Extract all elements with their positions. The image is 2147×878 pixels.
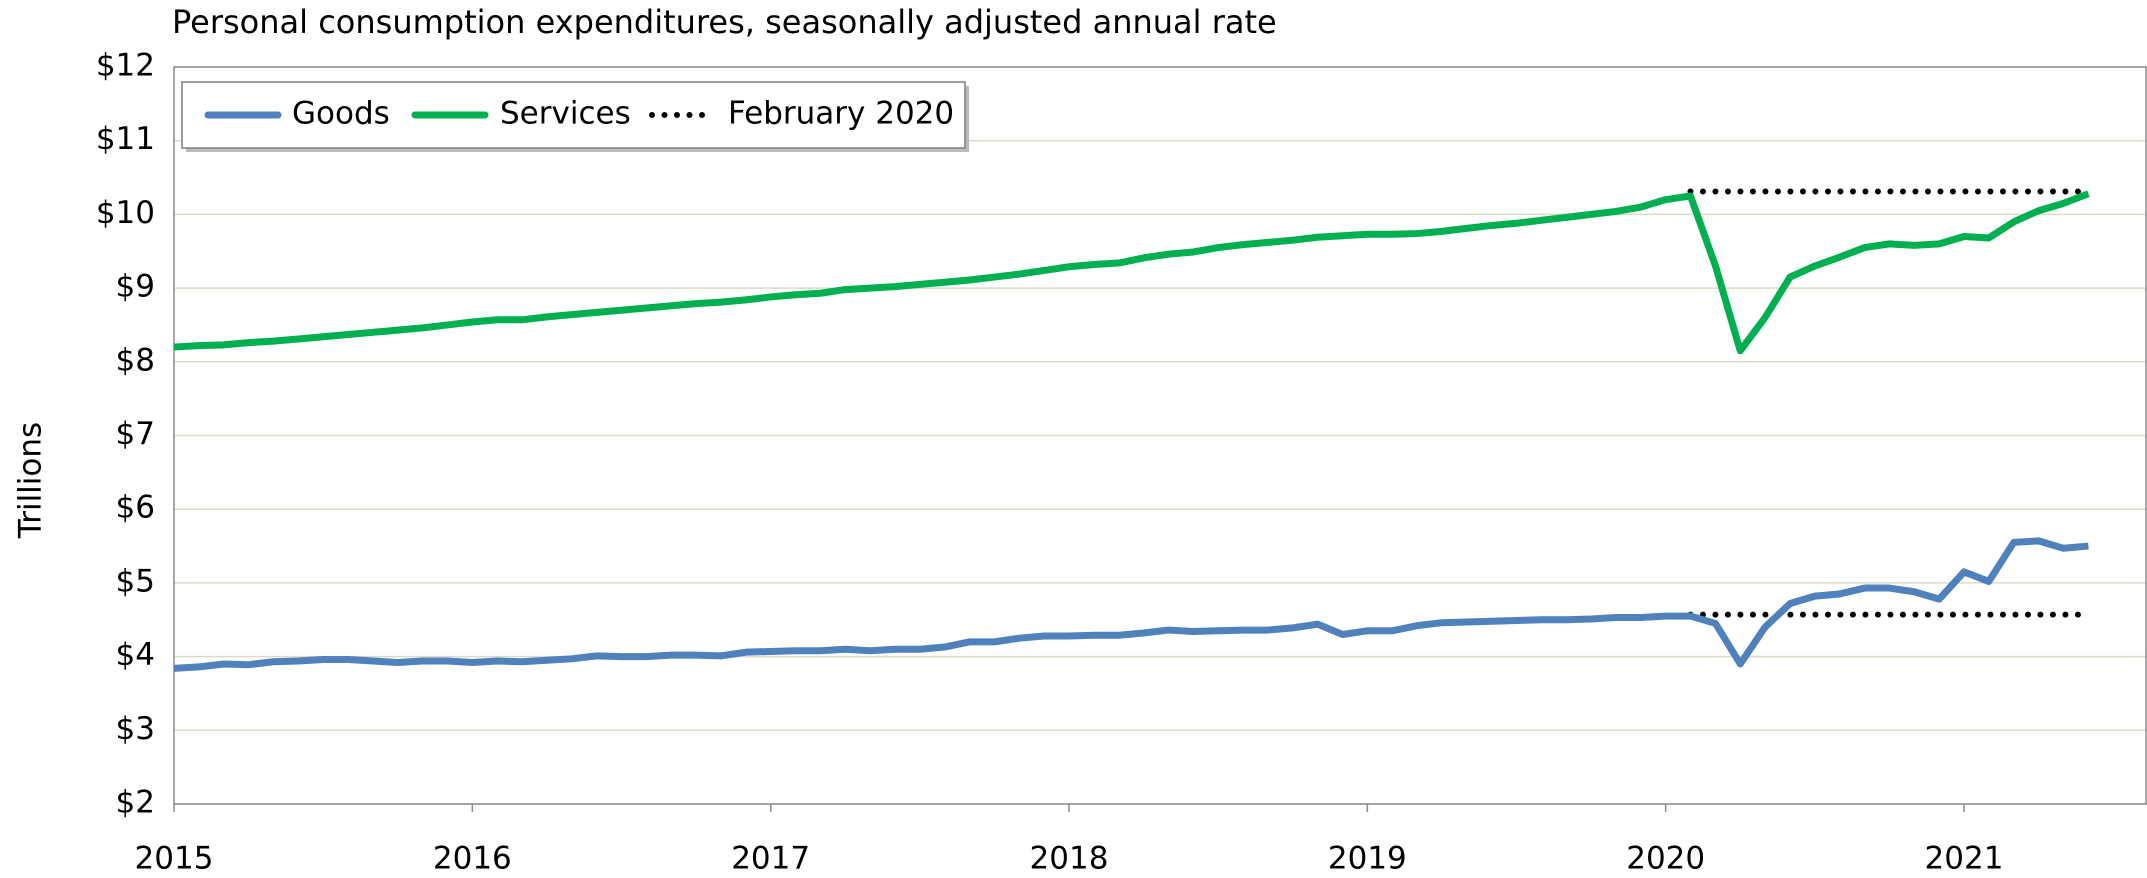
y-axis-label: Trillions — [13, 422, 49, 539]
y-tick-label: $6 — [116, 490, 155, 526]
y-tick-label: $2 — [116, 785, 155, 821]
x-tick-label: 2018 — [1030, 841, 1109, 877]
legend-label: Goods — [292, 96, 390, 132]
series-line — [173, 190, 2090, 355]
y-tick-label: $3 — [116, 711, 155, 747]
plot-frame — [173, 66, 2147, 805]
chart-title: Personal consumption expenditures, seaso… — [172, 3, 1277, 41]
y-tick-label: $4 — [116, 637, 155, 673]
y-tick-label: $11 — [96, 121, 155, 157]
y-tick-label: $10 — [96, 195, 155, 231]
series-line — [173, 537, 2089, 672]
y-tick-label: $8 — [116, 342, 155, 378]
y-tick-label: $7 — [116, 416, 155, 452]
y-tick-label: $9 — [116, 269, 155, 305]
x-tick-label: 2019 — [1328, 841, 1407, 877]
x-tick-label: 2020 — [1626, 841, 1705, 877]
legend-box — [181, 81, 966, 149]
legend-label: February 2020 — [728, 96, 954, 132]
legend-label: Services — [500, 96, 631, 132]
y-tick-label: $5 — [116, 563, 155, 599]
x-tick-label: 2017 — [731, 841, 810, 877]
x-tick-label: 2015 — [135, 841, 214, 877]
y-tick-label: $12 — [96, 48, 155, 84]
x-tick-label: 2016 — [433, 841, 512, 877]
x-tick-label: 2021 — [1925, 841, 2004, 877]
